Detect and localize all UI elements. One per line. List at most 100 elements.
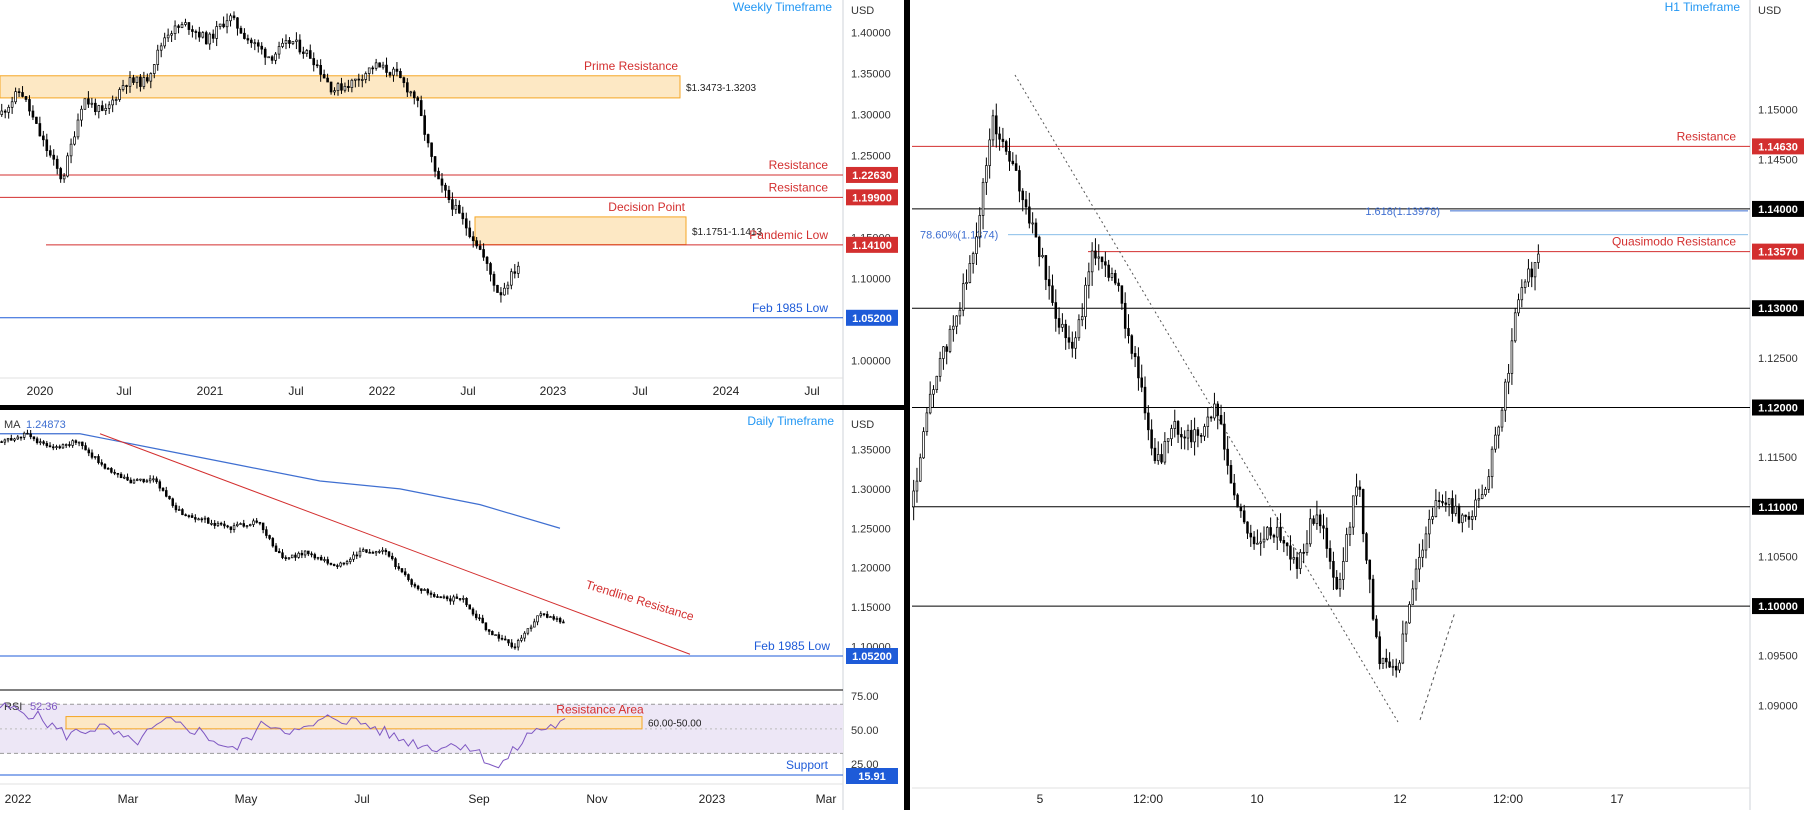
daily-feb-low-price-tag [846,648,898,664]
daily-candle [42,441,45,444]
daily-candle [255,520,258,523]
weekly-candle [288,40,291,44]
daily-candle [0,441,3,443]
daily-candle [129,479,132,484]
weekly-candle [270,56,274,61]
h1-y-tick: 1.14500 [1758,154,1798,166]
h1-candle [1183,436,1186,439]
rsi-zone [65,716,643,730]
h1-candle [961,283,965,311]
h1-candle [1269,527,1272,536]
daily-candle [391,555,394,560]
h1-1.12000-price-label: 1.12000 [1758,403,1798,415]
daily-candle [297,552,300,558]
daily-candle [481,617,484,624]
daily-candle [549,616,552,618]
h1-candle [1256,542,1259,545]
h1-candle [942,346,945,359]
weekly-resistance-price-label: 1.19900 [852,192,892,204]
h1-candle [1527,268,1530,283]
weekly-candle [399,71,402,79]
h1-candle [1345,534,1348,562]
weekly-candle [347,85,350,89]
daily-candle [106,467,110,470]
h1-candle [978,215,982,238]
daily-candle [281,552,284,558]
h1-candle [1401,633,1405,664]
h1-candle [925,412,929,432]
weekly-candle [374,62,378,69]
weekly-candle [7,106,10,113]
weekly-candle [263,48,267,58]
daily-candle [349,558,352,562]
h1-candle [1424,533,1428,551]
h1-candle [1315,514,1319,524]
weekly-candle [135,76,139,83]
rsi-line [0,702,566,769]
daily-candle [555,618,559,620]
h1-candle [1385,657,1388,663]
weekly-candle [204,32,208,45]
h1-candle [1011,160,1015,165]
daily-candle [342,562,346,565]
weekly-candle [21,92,24,97]
daily-candle [100,462,103,465]
h1-1.14630-price-label: 1.14630 [1758,141,1798,153]
weekly-candle [45,139,49,151]
daily-candle [558,618,562,623]
weekly-candle [357,78,361,81]
daily-candle [155,478,158,483]
weekly-candle [468,227,472,238]
weekly-candle [437,170,440,180]
daily-candle [462,597,465,600]
h1-candle [1074,337,1077,349]
h1-candle [1507,372,1510,383]
daily-candle [384,549,388,553]
h1-1.11000-price-label: 1.11000 [1758,502,1797,514]
weekly-y-tick: 1.10000 [851,273,891,285]
weekly-candle [364,73,368,80]
h1-candle [932,389,935,395]
weekly-candle [402,77,406,84]
weekly-candle [371,67,374,70]
weekly-candle [184,22,187,25]
h1-candle [1464,514,1467,517]
daily-panel: Daily Timeframe USD MA 1.24873 1.35000 1.3000… [0,414,891,806]
weekly-candle [173,25,177,35]
daily-candle [387,551,391,557]
weekly-x-tick: 2024 [713,384,740,398]
weekly-candle [166,34,170,39]
h1-candle [1203,426,1206,437]
h1-candle [912,490,915,508]
weekly-candle [416,97,420,101]
weekly-candle [97,105,101,112]
daily-candle [16,436,19,440]
h1-candle [1259,541,1262,544]
h1-candle [1530,268,1533,278]
daily-candle [374,551,378,554]
weekly-candle [423,115,426,135]
h1-candle [1061,323,1064,328]
weekly-candle [447,189,451,200]
daily-candle [423,589,426,591]
h1-1.13570-price-label: 1.13570 [1758,247,1798,259]
daily-candle [29,433,32,438]
h1-candle [965,282,968,285]
weekly-candle [277,46,281,55]
weekly-candle [0,110,4,115]
weekly-candle [239,27,243,34]
h1-candle [1110,273,1114,278]
daily-candle [332,564,336,566]
daily-candle [52,446,55,449]
daily-candle [339,562,342,567]
h1-candle [1137,356,1140,379]
daily-candle [413,584,417,587]
weekly-candle [482,249,485,258]
h1-retracement-label: 78.60%(1.1374) [920,230,998,242]
daily-candle [487,629,491,632]
daily-candle [35,438,39,444]
h1-candle [1375,618,1378,638]
weekly-y-tick: 1.30000 [851,110,891,122]
weekly-x-tick: Jul [460,384,475,398]
weekly-candle [464,218,468,229]
